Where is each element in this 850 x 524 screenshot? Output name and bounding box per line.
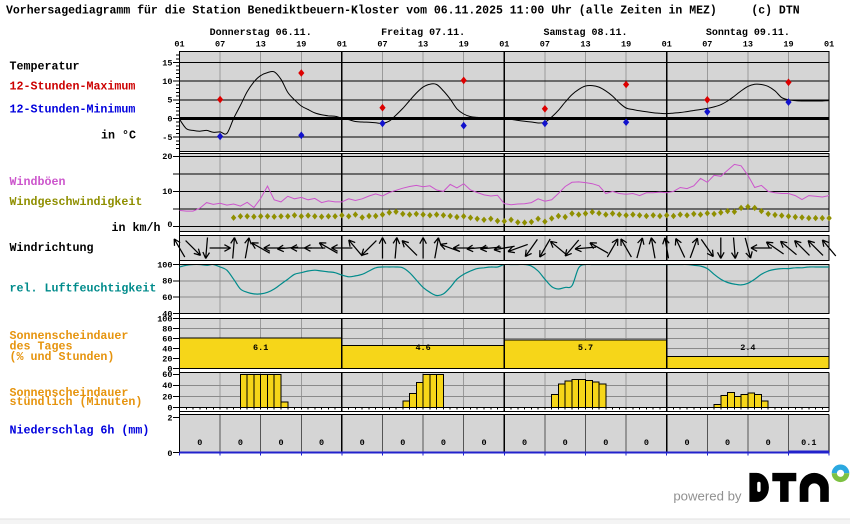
svg-text:13: 13 bbox=[256, 39, 266, 49]
svg-text:0: 0 bbox=[766, 438, 771, 448]
svg-text:2: 2 bbox=[167, 413, 172, 423]
svg-text:01: 01 bbox=[499, 39, 509, 49]
svg-text:-5: -5 bbox=[162, 133, 172, 143]
svg-text:6.1: 6.1 bbox=[253, 343, 268, 353]
svg-text:10: 10 bbox=[162, 77, 172, 87]
svg-text:12-Stunden-Minimum: 12-Stunden-Minimum bbox=[10, 102, 136, 116]
svg-text:20: 20 bbox=[162, 392, 172, 402]
svg-text:Vorhersagediagramm für die Sta: Vorhersagediagramm für die Station Bened… bbox=[6, 4, 800, 17]
svg-text:Donnerstag 06.11.: Donnerstag 06.11. bbox=[210, 28, 312, 39]
svg-text:0: 0 bbox=[167, 449, 172, 459]
svg-text:07: 07 bbox=[540, 39, 550, 49]
svg-text:80: 80 bbox=[162, 277, 172, 287]
svg-text:0: 0 bbox=[319, 438, 324, 448]
svg-text:60: 60 bbox=[162, 334, 172, 344]
svg-text:07: 07 bbox=[702, 39, 712, 49]
svg-text:01: 01 bbox=[662, 39, 672, 49]
svg-text:0: 0 bbox=[278, 438, 283, 448]
svg-text:0: 0 bbox=[522, 438, 527, 448]
svg-text:0: 0 bbox=[167, 114, 172, 124]
svg-text:Sonnenscheindauer: Sonnenscheindauer bbox=[10, 386, 129, 400]
svg-text:5.7: 5.7 bbox=[578, 343, 593, 353]
svg-text:40: 40 bbox=[162, 381, 172, 391]
svg-text:0: 0 bbox=[167, 364, 172, 374]
svg-text:stündlich (Minuten): stündlich (Minuten) bbox=[10, 395, 143, 409]
svg-text:0.1: 0.1 bbox=[801, 438, 816, 448]
svg-text:20: 20 bbox=[162, 152, 172, 162]
svg-text:10: 10 bbox=[162, 187, 172, 197]
svg-text:Windböen: Windböen bbox=[10, 175, 66, 189]
svg-text:20: 20 bbox=[162, 354, 172, 364]
svg-text:0: 0 bbox=[167, 403, 172, 413]
svg-text:Samstag 08.11.: Samstag 08.11. bbox=[543, 28, 627, 39]
svg-text:Temperatur: Temperatur bbox=[10, 60, 80, 74]
svg-text:07: 07 bbox=[377, 39, 387, 49]
svg-text:60: 60 bbox=[162, 370, 172, 380]
svg-text:01: 01 bbox=[824, 39, 834, 49]
svg-text:in °C: in °C bbox=[101, 129, 136, 143]
svg-text:in km/h: in km/h bbox=[112, 221, 161, 235]
svg-text:15: 15 bbox=[162, 58, 172, 68]
svg-text:100: 100 bbox=[157, 260, 172, 270]
svg-text:Windgeschwindigkeit: Windgeschwindigkeit bbox=[10, 195, 143, 209]
svg-text:01: 01 bbox=[174, 39, 184, 49]
svg-text:powered by: powered by bbox=[673, 489, 742, 504]
svg-text:Freitag 07.11.: Freitag 07.11. bbox=[381, 27, 465, 39]
svg-text:0: 0 bbox=[441, 438, 446, 448]
svg-text:0: 0 bbox=[563, 438, 568, 448]
svg-text:Windrichtung: Windrichtung bbox=[10, 241, 94, 255]
svg-text:Niederschlag 6h (mm): Niederschlag 6h (mm) bbox=[10, 423, 150, 437]
svg-text:des Tages: des Tages bbox=[10, 339, 73, 353]
svg-text:100: 100 bbox=[157, 314, 172, 324]
svg-text:0: 0 bbox=[725, 438, 730, 448]
svg-text:0: 0 bbox=[360, 438, 365, 448]
svg-text:40: 40 bbox=[162, 344, 172, 354]
svg-text:0: 0 bbox=[238, 438, 243, 448]
svg-text:Sonntag 09.11.: Sonntag 09.11. bbox=[706, 28, 790, 39]
svg-text:2.4: 2.4 bbox=[740, 343, 755, 353]
svg-text:80: 80 bbox=[162, 324, 172, 334]
svg-text:12-Stunden-Maximum: 12-Stunden-Maximum bbox=[10, 79, 136, 93]
svg-text:13: 13 bbox=[580, 39, 590, 49]
svg-text:07: 07 bbox=[215, 39, 225, 49]
svg-text:0: 0 bbox=[400, 438, 405, 448]
svg-text:4.6: 4.6 bbox=[415, 343, 430, 353]
svg-text:40: 40 bbox=[162, 309, 172, 319]
svg-text:5: 5 bbox=[167, 96, 172, 106]
svg-text:0: 0 bbox=[197, 438, 202, 448]
svg-text:19: 19 bbox=[783, 39, 793, 49]
svg-text:19: 19 bbox=[621, 39, 631, 49]
svg-text:0: 0 bbox=[481, 438, 486, 448]
svg-text:(% und Stunden): (% und Stunden) bbox=[10, 350, 115, 364]
svg-text:60: 60 bbox=[162, 293, 172, 303]
svg-text:0: 0 bbox=[684, 438, 689, 448]
svg-text:rel. Luftfeuchtigkeit: rel. Luftfeuchtigkeit bbox=[10, 281, 157, 295]
svg-text:01: 01 bbox=[337, 39, 347, 49]
svg-text:0: 0 bbox=[644, 438, 649, 448]
svg-text:0: 0 bbox=[603, 438, 608, 448]
svg-text:19: 19 bbox=[296, 39, 306, 49]
svg-text:0: 0 bbox=[167, 220, 172, 230]
svg-text:13: 13 bbox=[743, 39, 753, 49]
svg-text:19: 19 bbox=[459, 39, 469, 49]
svg-text:13: 13 bbox=[418, 39, 428, 49]
svg-text:Sonnenscheindauer: Sonnenscheindauer bbox=[10, 329, 129, 343]
